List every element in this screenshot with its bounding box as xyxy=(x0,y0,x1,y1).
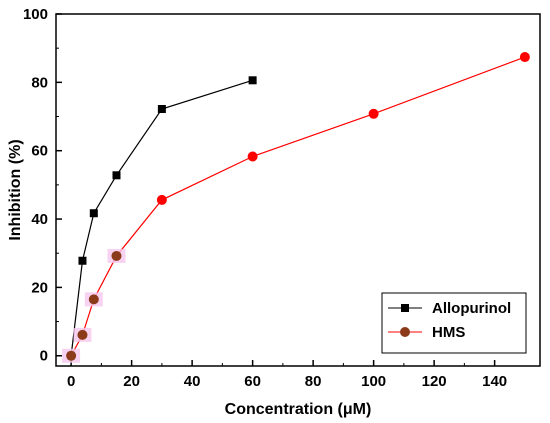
x-tick-label: 20 xyxy=(123,373,140,390)
legend-label-allopurinol: Allopurinol xyxy=(432,300,511,317)
data-point-allopurinol xyxy=(248,76,257,85)
series-layer xyxy=(62,52,530,363)
data-point-allopurinol xyxy=(112,171,121,180)
data-point-hms xyxy=(156,194,167,205)
series-line-allopurinol xyxy=(70,79,253,356)
data-point-hms xyxy=(88,294,99,305)
x-tick-label: 120 xyxy=(422,373,447,390)
data-point-allopurinol xyxy=(157,105,166,114)
x-axis-title: Concentration (μM) xyxy=(225,401,372,418)
data-point-hms xyxy=(66,350,77,361)
legend-marker-allopurinol xyxy=(401,304,409,312)
data-point-hms xyxy=(111,250,122,261)
y-tick-label: 0 xyxy=(40,348,48,365)
data-point-allopurinol xyxy=(89,209,98,218)
axis-ticks: 0 20 40 60 80 100 120 140 0 20 40 60 80 100 xyxy=(23,6,507,390)
y-tick-label: 100 xyxy=(23,6,48,23)
data-point-hms xyxy=(77,329,88,340)
data-point-hms xyxy=(247,151,258,162)
x-tick-label: 100 xyxy=(361,373,386,390)
legend-box xyxy=(381,292,527,354)
data-point-hms xyxy=(368,108,379,119)
y-tick-label: 40 xyxy=(31,211,48,228)
legend: Allopurinol HMS xyxy=(381,292,527,354)
y-tick-label: 20 xyxy=(31,279,48,296)
y-tick-label: 60 xyxy=(31,143,48,160)
x-tick-label: 60 xyxy=(244,373,261,390)
x-tick-label: 40 xyxy=(184,373,201,390)
legend-label-hms: HMS xyxy=(432,324,465,341)
x-tick-label: 80 xyxy=(305,373,322,390)
x-tick-label: 0 xyxy=(67,373,75,390)
y-axis-title: Inhibition (%) xyxy=(7,139,24,240)
data-point-hms xyxy=(519,52,530,63)
plot-frame xyxy=(55,13,541,367)
x-tick-label: 140 xyxy=(482,373,507,390)
y-tick-label: 80 xyxy=(31,74,48,91)
data-point-allopurinol xyxy=(78,256,87,265)
legend-marker-hms xyxy=(400,327,410,337)
